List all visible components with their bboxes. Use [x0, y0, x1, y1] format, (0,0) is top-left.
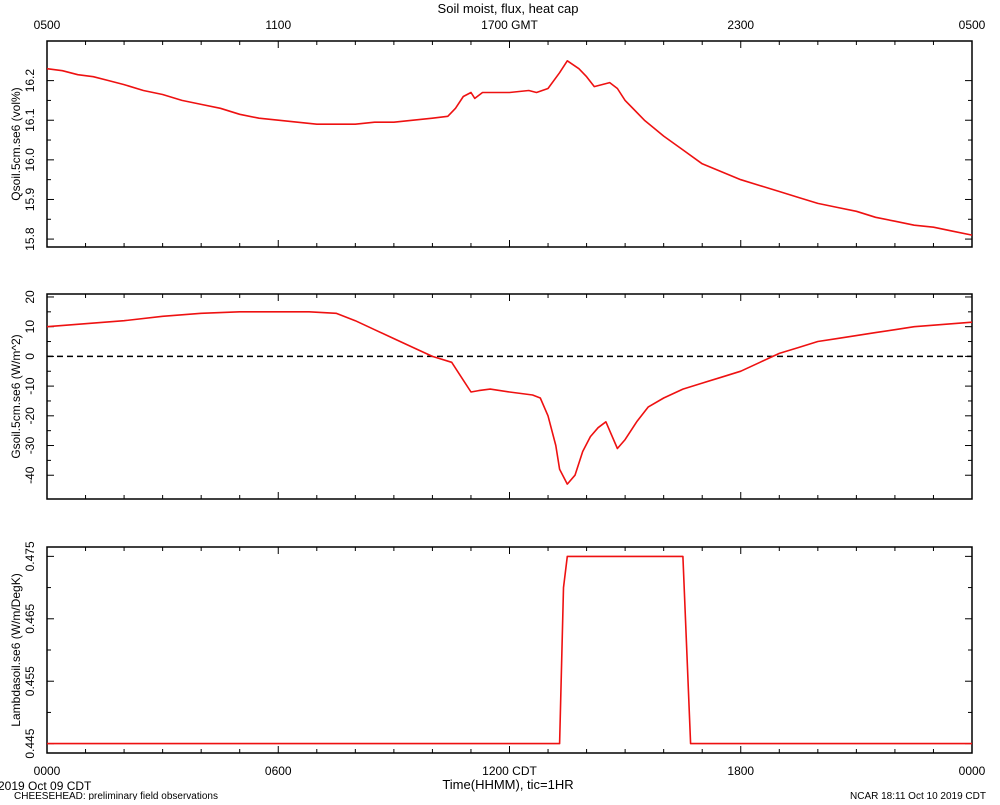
y-tick-label: 15.9 — [23, 187, 37, 211]
y-tick-label: -30 — [23, 437, 37, 455]
bottom-axis-tick-label: 1200 CDT — [482, 764, 537, 778]
y-tick-label: 16.0 — [23, 148, 37, 172]
footer-project: CHEESEHEAD: preliminary field observatio… — [14, 791, 218, 800]
x-axis-label: Time(HHMM), tic=1HR — [442, 777, 573, 792]
y-tick-label: 0.465 — [23, 603, 37, 633]
y-tick-label: 10 — [23, 320, 37, 334]
bottom-axis-tick-label: 0000 — [959, 764, 986, 778]
series-line — [46, 59, 973, 236]
y-tick-label: 15.8 — [23, 227, 37, 251]
chart-title: Soil moist, flux, heat cap — [438, 1, 579, 16]
y-tick-label: 0.445 — [23, 728, 37, 758]
y-axis-label: Lambdasoil.se6 (W/m/DegK) — [9, 573, 23, 726]
bottom-axis-tick-label: 0000 — [34, 764, 61, 778]
y-tick-label: -40 — [23, 466, 37, 484]
bottom-axis-tick-label: 1800 — [727, 764, 754, 778]
top-axis-tick-label: 1100 — [265, 18, 291, 32]
bottom-axis-tick-label: 0600 — [265, 764, 292, 778]
panel-2: -40 -30 -20 -10 0 10 20 Gsoil.5cm.se6 (W/m^2) — [9, 290, 973, 500]
y-tick-label: 0 — [23, 353, 37, 360]
top-axis-tick-label: 2300 — [727, 18, 754, 32]
y-tick-label: 0.475 — [23, 541, 37, 571]
footer-date: 2019 Oct 09 CDT — [0, 779, 92, 793]
series-line — [47, 555, 972, 745]
top-axis-tick-label: 1700 GMT — [481, 18, 538, 32]
y-tick-label: -20 — [23, 407, 37, 425]
series-line — [46, 310, 973, 485]
y-axis-label: Gsoil.5cm.se6 (W/m^2) — [9, 334, 23, 458]
y-tick-label: 16.1 — [23, 108, 37, 132]
panel-frame — [46, 293, 973, 500]
panel-frame — [46, 40, 973, 248]
panel-frame — [46, 546, 973, 754]
y-tick-label: -10 — [23, 377, 37, 395]
y-tick-label: 16.2 — [23, 69, 37, 93]
top-axis-tick-label: 0500 — [34, 18, 61, 32]
y-tick-label: 20 — [23, 290, 37, 304]
top-axis-tick-label: 0500 — [959, 18, 986, 32]
footer-stamp: NCAR 18:11 Oct 10 2019 CDT — [850, 791, 986, 800]
y-tick-label: 0.455 — [23, 666, 37, 696]
y-axis-label: Qsoil.5cm.se6 (vol%) — [9, 87, 23, 200]
